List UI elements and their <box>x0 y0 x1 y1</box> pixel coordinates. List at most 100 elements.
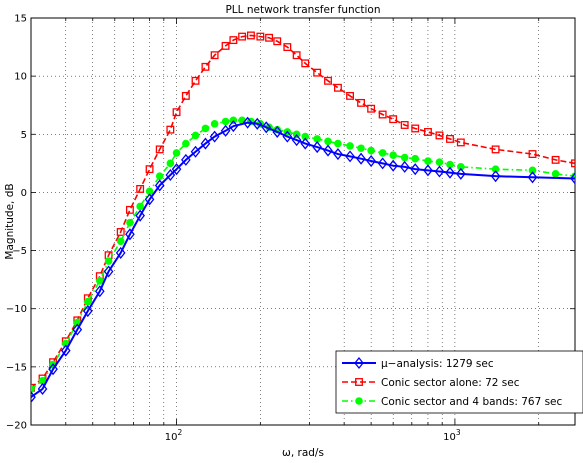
data-point <box>389 115 398 124</box>
data-point <box>424 157 432 165</box>
y-tick-label: −20 <box>6 421 27 432</box>
data-point <box>456 138 465 147</box>
data-point <box>435 131 444 140</box>
data-point <box>155 145 164 154</box>
data-point <box>291 134 302 147</box>
data-point <box>165 168 176 182</box>
data-point <box>256 32 265 41</box>
data-point <box>172 149 181 157</box>
legend: μ−analysis: 1279 sec Conic sector alone: … <box>335 350 583 414</box>
data-point <box>282 130 293 143</box>
x-tick-label: 102 <box>165 428 183 443</box>
legend-label: μ−analysis: 1279 sec <box>381 358 494 370</box>
data-point <box>527 171 538 184</box>
data-point <box>411 124 420 133</box>
x-axis-label: ω, rad/s <box>282 447 324 459</box>
data-point <box>345 150 355 163</box>
series-square-group <box>31 31 575 392</box>
data-point <box>135 209 145 222</box>
data-point <box>292 51 301 60</box>
y-tick-label: 15 <box>14 14 27 25</box>
data-point <box>242 116 253 129</box>
y-tick-label: −15 <box>6 362 27 373</box>
data-point <box>333 148 343 161</box>
data-point <box>445 166 455 179</box>
data-point <box>136 202 144 211</box>
data-point <box>96 277 104 285</box>
data-point <box>31 391 36 404</box>
legend-marker <box>355 397 363 405</box>
data-point <box>357 98 365 107</box>
data-point <box>228 120 239 133</box>
data-point <box>103 265 114 278</box>
y-tick-label: −5 <box>12 246 27 257</box>
data-point <box>346 142 354 150</box>
data-point <box>190 145 201 158</box>
data-point <box>191 76 200 85</box>
series-circle-group <box>31 116 575 393</box>
data-point <box>410 163 421 176</box>
data-point <box>37 382 48 395</box>
data-point <box>221 41 230 50</box>
data-point <box>570 172 575 185</box>
data-point <box>172 108 181 117</box>
data-point <box>191 131 200 140</box>
data-point <box>272 125 283 139</box>
data-point <box>367 104 376 113</box>
data-point <box>116 228 125 236</box>
y-tick-label: −10 <box>6 304 27 315</box>
data-point <box>446 134 454 143</box>
data-point <box>301 132 310 141</box>
series-line <box>31 34 575 389</box>
data-point <box>84 297 92 306</box>
data-point <box>210 51 219 60</box>
data-point <box>144 193 155 206</box>
data-point <box>423 128 432 136</box>
data-point <box>60 344 71 357</box>
data-point <box>400 121 409 129</box>
data-point <box>455 167 466 180</box>
data-point <box>171 163 182 176</box>
data-point <box>201 62 210 71</box>
series-diamond-group <box>31 116 575 404</box>
data-point <box>209 130 220 143</box>
data-point <box>115 246 126 259</box>
data-point <box>323 144 333 157</box>
data-point <box>136 184 145 193</box>
data-point <box>104 257 113 265</box>
data-point <box>273 37 282 46</box>
data-point <box>166 159 175 168</box>
x-tick-label: 103 <box>443 428 461 443</box>
legend-box <box>335 350 583 414</box>
data-point <box>528 150 537 159</box>
data-point <box>490 170 501 183</box>
data-point <box>334 139 342 148</box>
data-point <box>346 91 354 100</box>
data-point <box>399 160 410 173</box>
y-tick-label: 10 <box>14 72 27 83</box>
axis-ticks: −20 −15 −10 −5 0 5 10 15 102 103 <box>6 14 575 443</box>
data-point <box>125 205 134 214</box>
data-point <box>528 166 537 175</box>
data-point <box>246 31 255 40</box>
data-point <box>367 146 375 155</box>
data-point <box>435 158 444 166</box>
data-point <box>261 121 272 134</box>
data-point <box>389 151 397 160</box>
y-axis-label: Magnitude, dB <box>4 183 16 259</box>
data-point <box>116 237 125 246</box>
data-point <box>126 218 134 227</box>
data-point <box>210 120 219 128</box>
data-point <box>551 155 560 164</box>
data-point <box>182 139 190 148</box>
data-point <box>238 32 247 41</box>
legend-marker <box>354 356 364 370</box>
data-point <box>181 153 191 166</box>
data-point <box>166 125 175 134</box>
data-point <box>252 117 263 130</box>
data-point <box>201 124 210 133</box>
series-layer <box>31 31 575 404</box>
data-point <box>388 159 398 172</box>
data-point <box>82 304 93 318</box>
